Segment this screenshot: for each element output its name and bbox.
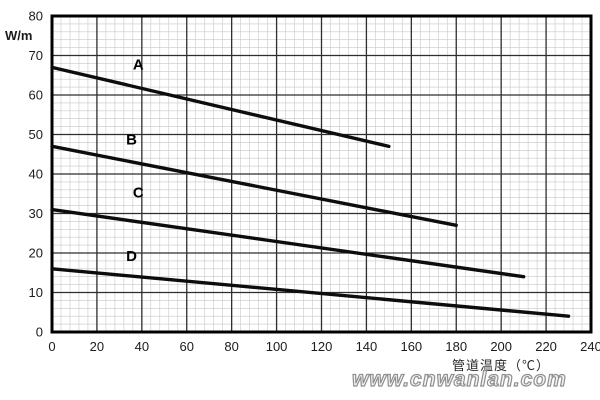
x-tick-label: 140: [356, 339, 378, 354]
x-tick-label: 40: [135, 339, 149, 354]
x-tick-label: 60: [180, 339, 194, 354]
series-label-A: A: [133, 56, 144, 73]
series-label-B: B: [126, 131, 137, 148]
x-tick-label: 20: [90, 339, 104, 354]
y-tick-label: 80: [29, 9, 43, 24]
y-tick-label: 60: [29, 88, 43, 103]
y-tick-label: 70: [29, 48, 43, 63]
x-tick-label: 200: [490, 339, 512, 354]
y-tick-label: 50: [29, 127, 43, 142]
y-axis-unit-label: W/m: [5, 28, 33, 43]
x-tick-label: 160: [400, 339, 422, 354]
y-tick-label: 0: [36, 325, 43, 340]
y-tick-label: 30: [29, 206, 43, 221]
y-tick-label: 10: [29, 285, 43, 300]
series-label-C: C: [133, 185, 144, 202]
x-tick-label: 100: [266, 339, 288, 354]
x-tick-label: 80: [224, 339, 238, 354]
x-tick-label: 220: [535, 339, 557, 354]
series-label-D: D: [126, 248, 137, 265]
watermark-text: www.cnwanlan.com: [351, 367, 567, 391]
x-tick-label: 0: [48, 339, 55, 354]
x-tick-label: 180: [445, 339, 467, 354]
y-tick-label: 20: [29, 246, 43, 261]
x-tick-label: 240: [580, 339, 600, 354]
x-axis-title: 管道温度（℃）: [452, 358, 551, 373]
x-tick-label: 120: [311, 339, 333, 354]
y-tick-label: 40: [29, 167, 43, 182]
